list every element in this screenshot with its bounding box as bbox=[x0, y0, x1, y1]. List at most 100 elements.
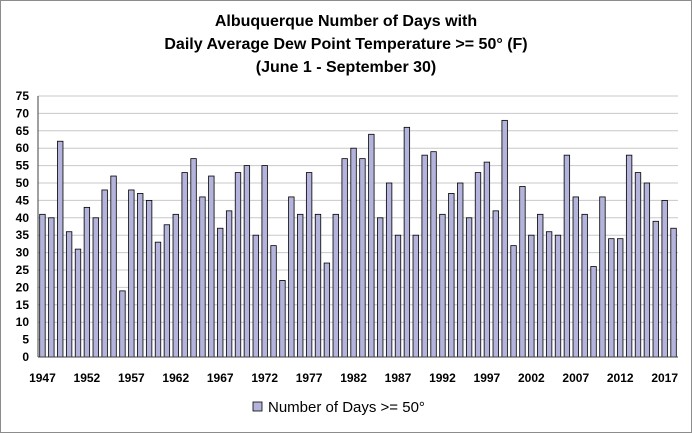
bar bbox=[57, 140, 64, 358]
bar bbox=[439, 213, 446, 358]
y-tick-labels: 0 5 10 15 20 25 30 35 40 45 50 55 60 65 70 75 bbox=[16, 89, 30, 364]
x-tick-label: 1947 bbox=[29, 371, 56, 385]
y-tick-label: 30 bbox=[16, 246, 30, 260]
bar bbox=[288, 196, 295, 358]
bar bbox=[652, 220, 659, 358]
bar bbox=[572, 196, 579, 358]
bar bbox=[501, 119, 508, 358]
bar bbox=[172, 213, 179, 358]
bar bbox=[154, 241, 162, 358]
bar bbox=[581, 213, 588, 358]
bar bbox=[48, 217, 55, 358]
x-tick-label: 1997 bbox=[474, 371, 501, 385]
bar bbox=[590, 266, 597, 358]
bar bbox=[625, 154, 633, 358]
bar bbox=[137, 193, 144, 358]
bars bbox=[39, 119, 677, 358]
bar bbox=[537, 213, 544, 358]
x-tick-labels: 1947 1952 1957 1962 1967 1972 1977 1982 1987 1992… bbox=[29, 371, 678, 385]
y-tick-label: 60 bbox=[16, 141, 30, 155]
bar bbox=[225, 210, 233, 358]
bar bbox=[305, 172, 313, 358]
bar bbox=[634, 172, 642, 358]
y-tick-label: 0 bbox=[22, 350, 29, 364]
x-tick-label: 1962 bbox=[162, 371, 189, 385]
bar bbox=[190, 158, 197, 358]
bar bbox=[128, 189, 135, 358]
bar bbox=[181, 172, 188, 358]
bar bbox=[243, 165, 251, 358]
bar bbox=[297, 213, 304, 358]
bar bbox=[279, 280, 286, 358]
plot-area bbox=[38, 96, 678, 357]
y-tick-label: 20 bbox=[16, 280, 30, 294]
bar bbox=[341, 158, 348, 358]
x-tick-label: 1972 bbox=[251, 371, 278, 385]
x-tick-label: 2012 bbox=[607, 371, 634, 385]
bar bbox=[661, 199, 668, 358]
bar bbox=[39, 213, 46, 358]
y-tick-label: 55 bbox=[16, 159, 30, 173]
bar bbox=[465, 217, 473, 358]
bar bbox=[65, 231, 73, 358]
y-tick-label: 5 bbox=[22, 333, 29, 347]
bar bbox=[385, 182, 393, 358]
bar bbox=[101, 189, 108, 358]
y-tick-label: 70 bbox=[16, 106, 30, 120]
legend-label: Number of Days >= 50° bbox=[268, 399, 425, 416]
bar bbox=[332, 213, 339, 358]
bar bbox=[492, 210, 499, 358]
x-tick-label: 1967 bbox=[207, 371, 234, 385]
bar bbox=[394, 234, 402, 358]
bar bbox=[92, 217, 99, 358]
y-tick-label: 10 bbox=[16, 315, 30, 329]
bar bbox=[448, 193, 455, 358]
bar bbox=[270, 245, 277, 358]
y-tick-label: 45 bbox=[16, 193, 30, 207]
axes bbox=[37, 96, 678, 358]
x-tick-label: 2002 bbox=[518, 371, 545, 385]
legend: Number of Days >= 50° bbox=[252, 399, 425, 416]
bar bbox=[350, 147, 357, 358]
bar bbox=[377, 217, 384, 358]
x-tick-label: 1987 bbox=[385, 371, 412, 385]
bar bbox=[199, 196, 206, 358]
x-tick-label: 1952 bbox=[74, 371, 101, 385]
bar bbox=[110, 175, 117, 358]
bar bbox=[234, 172, 242, 358]
bar bbox=[74, 248, 82, 358]
y-tick-label: 75 bbox=[16, 89, 30, 103]
bar bbox=[119, 290, 126, 358]
bar bbox=[83, 206, 91, 358]
bar bbox=[510, 245, 517, 358]
bar bbox=[359, 158, 366, 358]
y-tick-label: 25 bbox=[16, 263, 30, 277]
y-tick-label: 50 bbox=[16, 176, 30, 190]
bar bbox=[323, 262, 331, 358]
bar bbox=[430, 151, 437, 358]
bar bbox=[528, 234, 535, 358]
bar bbox=[252, 234, 259, 358]
bar bbox=[608, 238, 615, 358]
y-tick-label: 65 bbox=[16, 124, 30, 138]
bar bbox=[421, 154, 428, 358]
bar bbox=[670, 227, 677, 358]
y-tick-label: 15 bbox=[16, 298, 30, 312]
bar bbox=[261, 165, 268, 358]
x-tick-label: 2017 bbox=[651, 371, 678, 385]
bar bbox=[474, 172, 482, 358]
chart-title-line1: Albuquerque Number of Days with bbox=[214, 13, 478, 30]
bar bbox=[554, 234, 562, 358]
y-tick-label: 40 bbox=[16, 211, 30, 225]
bar bbox=[403, 126, 411, 358]
bar bbox=[519, 186, 526, 358]
x-tick-label: 1977 bbox=[296, 371, 323, 385]
bar bbox=[368, 133, 375, 358]
x-tick-label: 2007 bbox=[562, 371, 589, 385]
bar bbox=[163, 224, 171, 358]
gridlines bbox=[38, 95, 678, 341]
bar bbox=[599, 196, 606, 358]
bar bbox=[563, 154, 571, 358]
bar bbox=[145, 199, 153, 358]
bar bbox=[208, 175, 215, 358]
